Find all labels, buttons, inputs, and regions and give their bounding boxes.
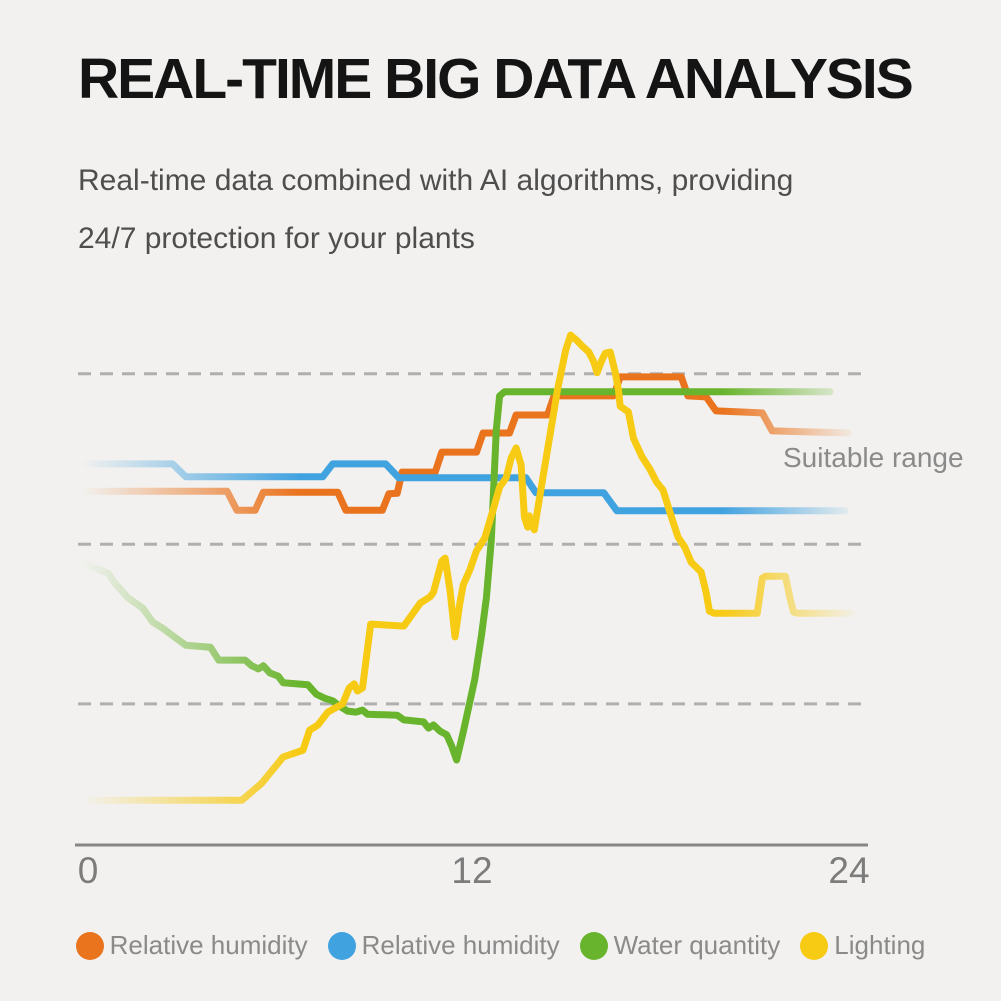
x-tick-label-24: 24 — [828, 850, 870, 891]
x-tick-label-12: 12 — [451, 850, 493, 891]
legend-item-0: Relative humidity — [75, 930, 308, 961]
legend-item-3: Lighting — [800, 930, 925, 961]
page-title: REAL-TIME BIG DATA ANALYSIS — [78, 47, 914, 111]
page-subtitle: Real-time data combined with AI algorith… — [78, 152, 793, 268]
legend-label-2: Water quantity — [613, 930, 781, 960]
legend-dot-3 — [800, 931, 829, 960]
series-line-3-lighting — [81, 331, 855, 804]
legend-item-2: Water quantity — [579, 930, 781, 961]
series-line-1-relative-humidity — [81, 460, 849, 515]
legend-dot-2 — [579, 931, 608, 960]
legend-label-3: Lighting — [834, 930, 926, 960]
subtitle-line-2: 24/7 protection for your plants — [78, 222, 475, 255]
chart-legend: Relative humidity Relative humidity Water … — [0, 930, 1001, 961]
legend-dot-0 — [75, 931, 104, 960]
legend-dot-1 — [327, 931, 356, 960]
suitable-range-label: Suitable range — [783, 442, 964, 473]
legend-label-1: Relative humidity — [361, 930, 560, 960]
legend-item-1: Relative humidity — [327, 930, 560, 961]
legend-label-0: Relative humidity — [109, 930, 308, 960]
x-tick-label-0: 0 — [77, 850, 99, 891]
series-line-0-relative-humidity — [81, 373, 852, 514]
subtitle-line-1: Real-time data combined with AI algorith… — [78, 164, 794, 197]
